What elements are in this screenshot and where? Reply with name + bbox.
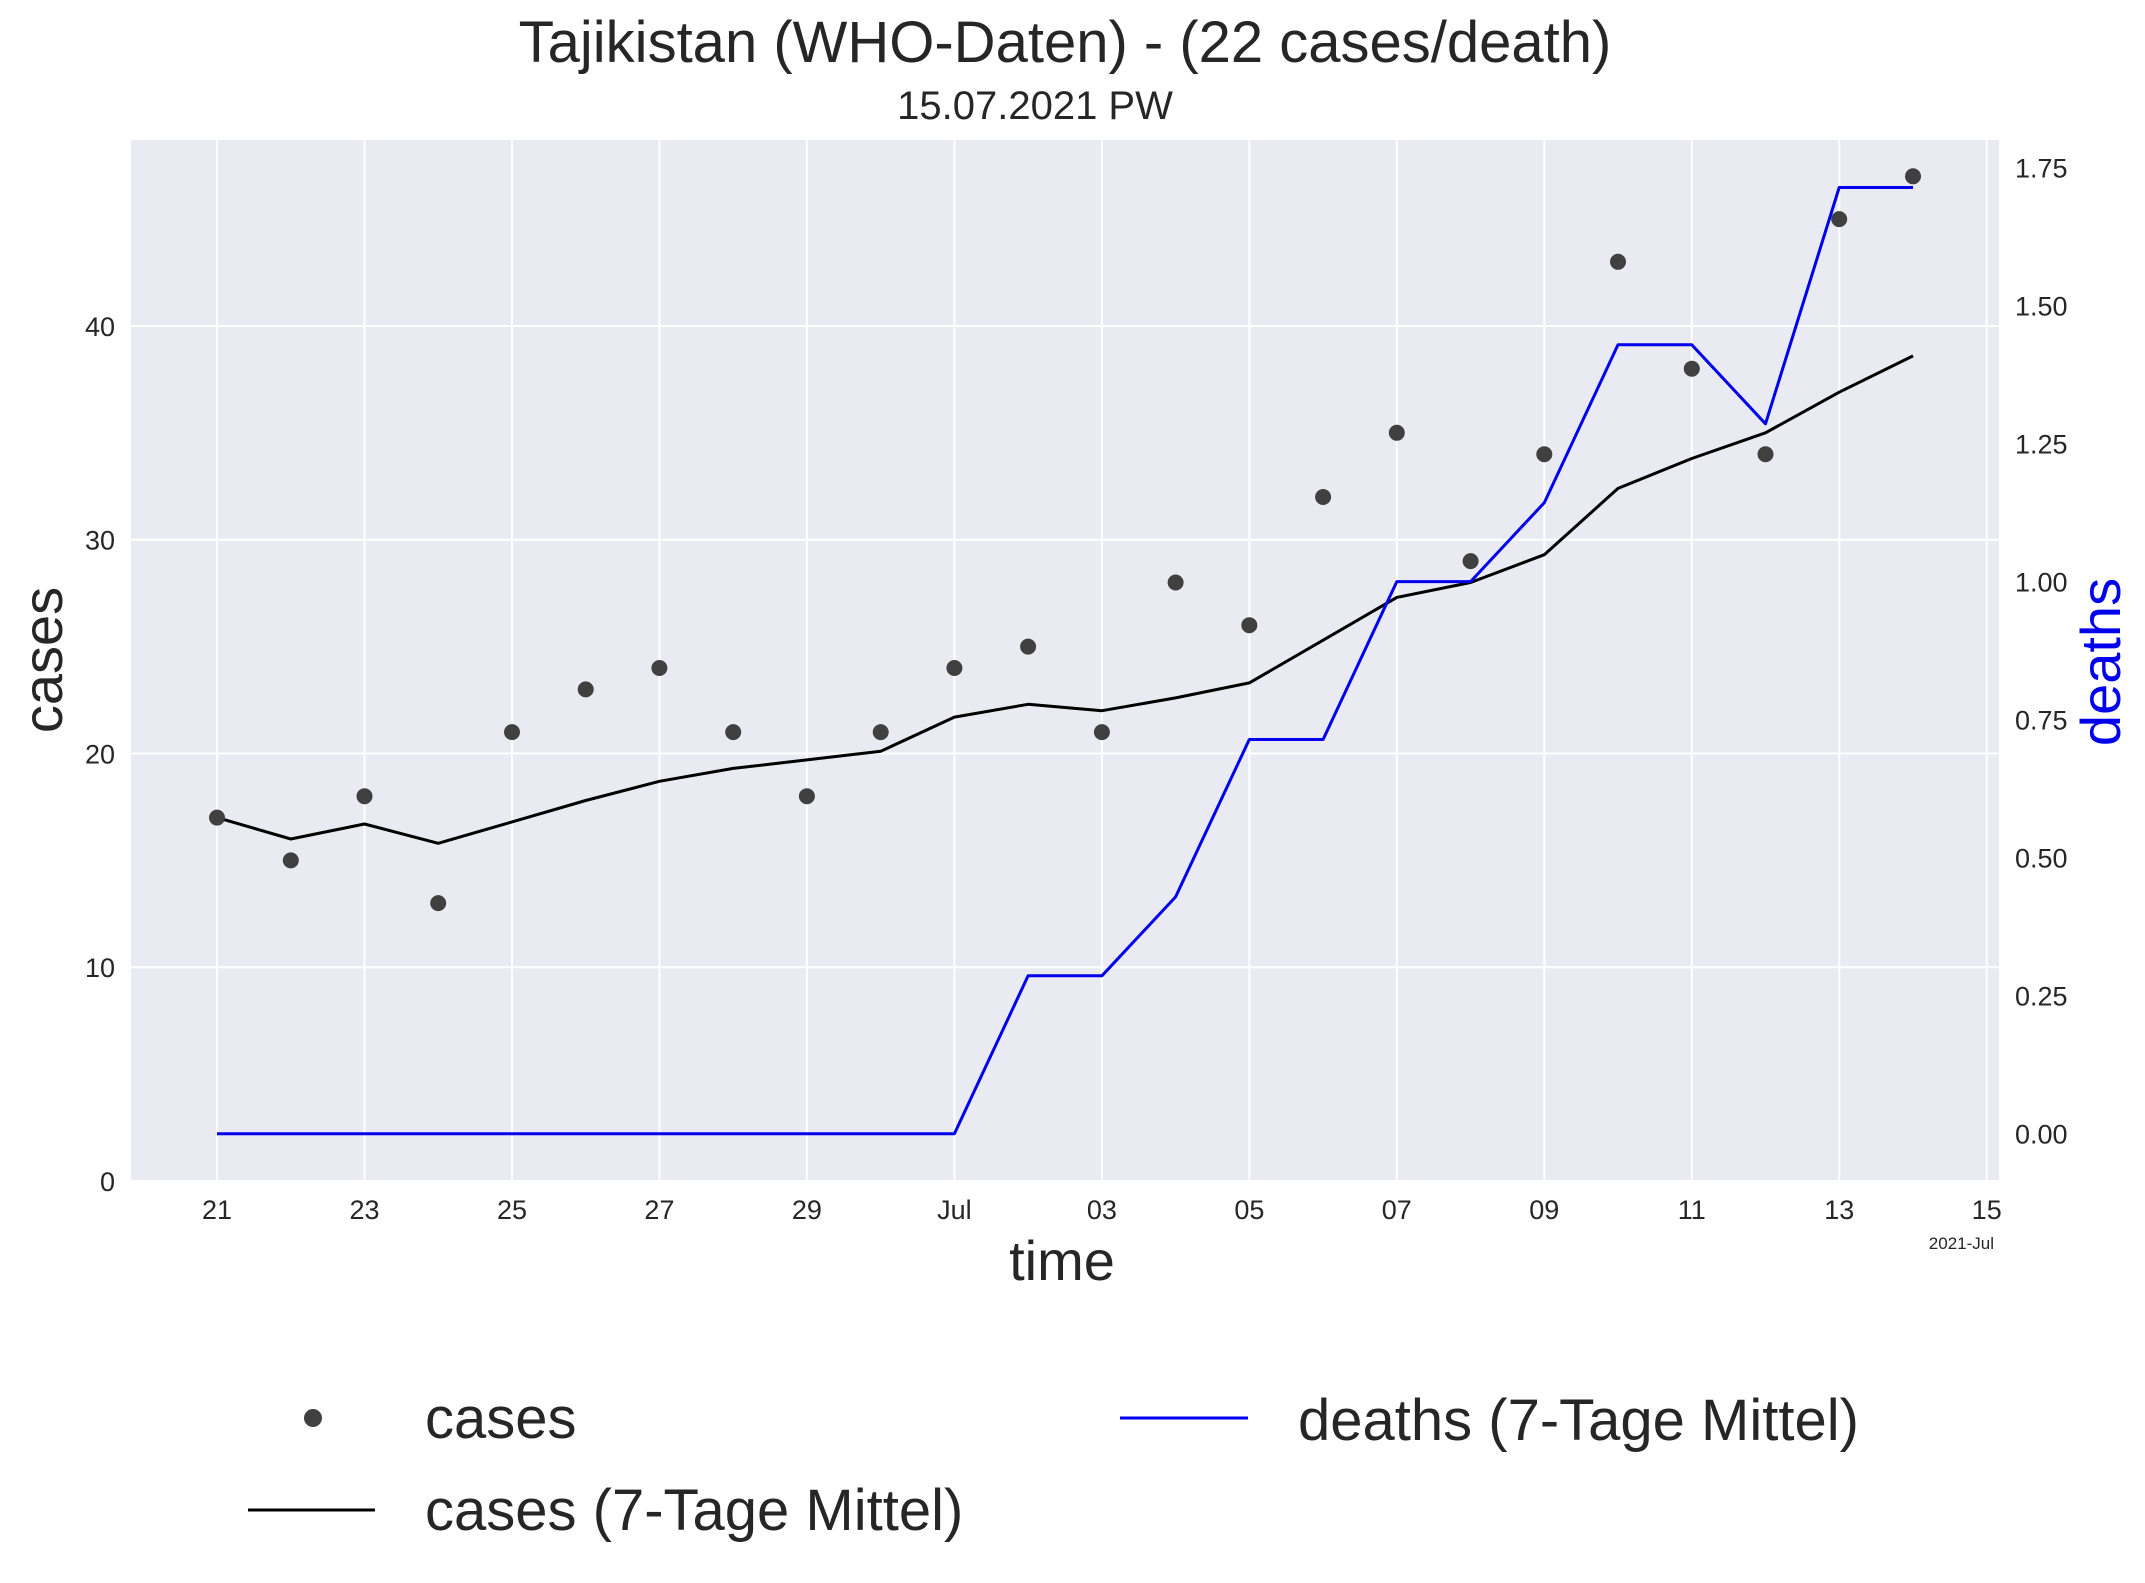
cases-point [798, 788, 815, 805]
x-tick-label: Jul [937, 1195, 972, 1225]
cases-point [1315, 489, 1332, 505]
y2-tick-label: 1.25 [2015, 430, 2068, 460]
chart-title: Tajikistan (WHO-Daten) - (22 cases/death… [519, 10, 1612, 75]
legend-label-cases-avg: cases (7-Tage Mittel) [425, 1478, 963, 1543]
cases-point [725, 724, 742, 741]
y2-tick-label: 1.75 [2015, 154, 2068, 184]
x-tick-label: 11 [1678, 1195, 1706, 1225]
y-tick-label: 40 [85, 312, 115, 342]
y2-axis-label: deaths [2069, 578, 2132, 746]
legend-label-cases: cases [425, 1386, 577, 1451]
cases-point [1831, 211, 1848, 228]
cases-point [1093, 724, 1110, 741]
series-layer [209, 168, 1921, 1136]
y-tick-label: 20 [85, 739, 115, 769]
legend: cases cases (7-Tage Mittel) deaths (7-Ta… [248, 1386, 1859, 1543]
y2-tick-label: 1.50 [2015, 292, 2068, 322]
cases-point [1020, 638, 1037, 655]
cases-point [1905, 168, 1921, 185]
cases-point [1610, 253, 1626, 270]
x-offset-label: 2021-Jul [1929, 1234, 1994, 1253]
cases-point [1167, 574, 1184, 591]
x-axis-label: time [1009, 1229, 1115, 1292]
y2-tick-label: 1.00 [2015, 568, 2068, 598]
cases-point [282, 852, 299, 869]
cases-point [430, 895, 447, 912]
deaths-avg-line [217, 186, 1913, 1136]
cases-point [504, 724, 520, 741]
y2-tick-label: 0.00 [2015, 1120, 2068, 1150]
cases-point [1388, 424, 1405, 441]
cases-point [209, 809, 225, 826]
x-tick-label: 29 [792, 1195, 822, 1225]
legend-marker-cases [304, 1409, 322, 1427]
cases-point [1683, 360, 1700, 377]
chart-subtitle: 15.07.2021 PW [897, 84, 1173, 128]
cases-point [1757, 446, 1774, 463]
cases-point [946, 660, 963, 676]
x-tick-label: 21 [202, 1195, 232, 1225]
x-tick-label: 27 [644, 1195, 674, 1225]
cases-point [1241, 617, 1258, 634]
legend-label-deaths-avg: deaths (7-Tage Mittel) [1298, 1388, 1859, 1453]
y2-tick-label: 0.25 [2015, 982, 2068, 1012]
tick-labels: 21 23 25 27 29 Jul 03 05 07 09 11 13 15 0 10 20 30 40 0.00… [85, 154, 2068, 1225]
x-tick-label: 05 [1234, 1195, 1264, 1225]
x-tick-label: 23 [349, 1195, 379, 1225]
x-tick-label: 15 [1972, 1195, 2002, 1225]
plot-area [131, 140, 1999, 1181]
x-tick-label: 13 [1824, 1195, 1854, 1225]
x-tick-label: 25 [497, 1195, 527, 1225]
grid [131, 140, 1999, 1182]
cases-point [1536, 446, 1553, 463]
cases-point [872, 724, 889, 741]
x-tick-label: 07 [1382, 1195, 1412, 1225]
cases-point [651, 660, 668, 676]
x-tick-label: 09 [1529, 1195, 1559, 1225]
cases-point [1462, 553, 1479, 570]
y-tick-label: 0 [100, 1167, 115, 1197]
y2-tick-label: 0.75 [2015, 706, 2068, 736]
y2-tick-label: 0.50 [2015, 844, 2068, 874]
cases-point [577, 681, 594, 698]
y-axis-label: cases [11, 587, 74, 733]
cases-avg-line [216, 354, 1914, 845]
y-tick-label: 10 [85, 953, 115, 983]
cases-point [356, 788, 373, 805]
x-tick-label: 03 [1087, 1195, 1117, 1225]
y-tick-label: 30 [85, 526, 115, 556]
